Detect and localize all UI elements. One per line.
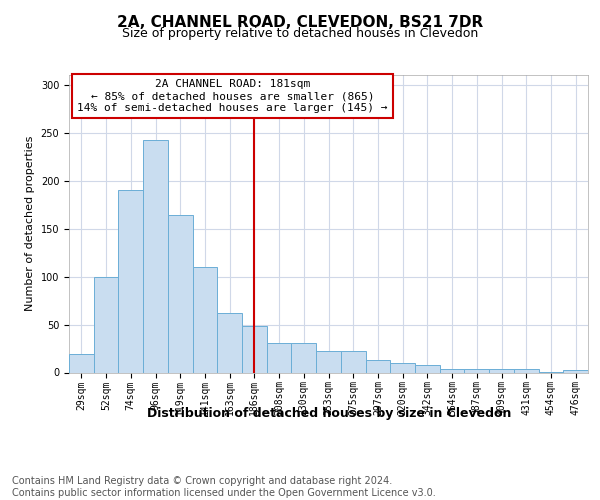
Text: Size of property relative to detached houses in Clevedon: Size of property relative to detached ho… (122, 28, 478, 40)
Bar (464, 368, 489, 372)
Bar (390, 363, 415, 372)
Bar (292, 343, 316, 372)
Bar (415, 365, 440, 372)
Bar (514, 368, 539, 372)
Bar (69, 354, 94, 372)
Bar (193, 267, 217, 372)
Bar (242, 326, 267, 372)
Text: Distribution of detached houses by size in Clevedon: Distribution of detached houses by size … (146, 408, 511, 420)
Bar (440, 368, 464, 372)
Bar (217, 313, 242, 372)
Bar (267, 343, 292, 372)
Bar (341, 352, 365, 372)
Bar (563, 370, 588, 372)
Bar (489, 368, 514, 372)
Text: Contains HM Land Registry data © Crown copyright and database right 2024.
Contai: Contains HM Land Registry data © Crown c… (12, 476, 436, 498)
Text: 2A CHANNEL ROAD: 181sqm
← 85% of detached houses are smaller (865)
14% of semi-d: 2A CHANNEL ROAD: 181sqm ← 85% of detache… (77, 80, 388, 112)
Bar (94, 278, 118, 372)
Text: 2A, CHANNEL ROAD, CLEVEDON, BS21 7DR: 2A, CHANNEL ROAD, CLEVEDON, BS21 7DR (117, 15, 483, 30)
Bar (365, 360, 390, 372)
Y-axis label: Number of detached properties: Number of detached properties (25, 136, 35, 312)
Bar (143, 140, 168, 372)
Bar (118, 190, 143, 372)
Bar (168, 215, 193, 372)
Bar (316, 352, 341, 372)
